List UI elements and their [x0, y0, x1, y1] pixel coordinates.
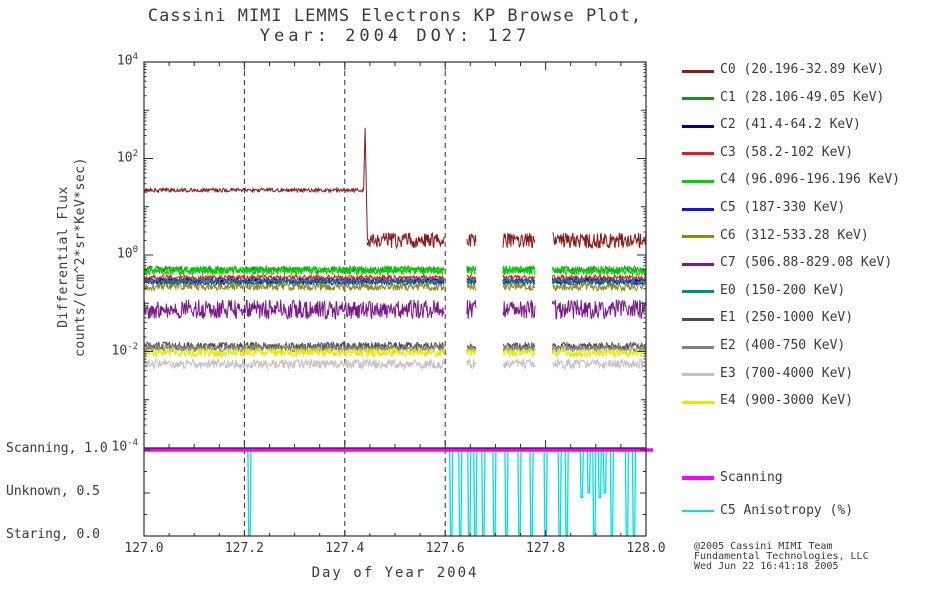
plot-title-line2: Year: 2004 DOY: 127	[259, 26, 531, 46]
mode-panel-border	[143, 447, 647, 537]
legend-label-C5: C5 (187-330 KeV)	[720, 200, 846, 215]
series-line-C6	[502, 282, 536, 292]
legend-swatch-E1	[682, 317, 714, 321]
series-line-C3	[143, 273, 445, 282]
y-tick-label: 10-4	[111, 438, 139, 455]
plot-title-line1: Cassini MIMI LEMMS Electrons KP Browse P…	[147, 6, 643, 26]
series-line-C4	[551, 265, 647, 277]
series-line-E3	[466, 357, 476, 370]
series-line-C4	[143, 264, 445, 277]
series-line-C7	[502, 299, 536, 319]
main-plot-border	[143, 61, 647, 449]
series-line-C4	[502, 264, 536, 276]
legend-swatch-C3	[682, 152, 714, 156]
series-line-E0	[143, 277, 445, 285]
series-line-C6	[466, 282, 477, 292]
series-line-C7	[143, 299, 445, 321]
series-line-C4	[466, 266, 477, 277]
legend-label-E2: E2 (400-750 KeV)	[720, 338, 846, 353]
legend-swatch-E3	[682, 373, 714, 377]
x-tick-label: 127.6	[425, 541, 465, 556]
series-line-C7	[466, 299, 477, 319]
legend-swatch-C4	[682, 179, 714, 183]
series-line-C5	[143, 278, 445, 287]
legend-swatch-anisotropy	[682, 510, 714, 512]
series-line-E4	[551, 347, 647, 359]
mode-tick-label: Unknown, 0.5	[6, 484, 100, 499]
credit-line1: @2005 Cassini MIMI Team	[694, 541, 833, 552]
legend-label-E4: E4 (900-3000 KeV)	[720, 393, 854, 409]
mode-tick-label: Scanning, 1.0	[6, 441, 108, 456]
legend-label-scanning: Scanning	[720, 470, 783, 485]
legend-swatch-E2	[682, 345, 714, 349]
mode-tick-label: Staring, 0.0	[6, 527, 100, 542]
series-line-C0	[466, 233, 477, 247]
series-line-C1	[552, 264, 647, 275]
series-line-E1	[466, 343, 477, 351]
x-tick-label: 127.8	[526, 541, 566, 556]
series-line-C0	[366, 232, 445, 250]
x-axis-label: Day of Year 2004	[311, 565, 479, 581]
legend-label-C4: C4 (96.096-196.196 KeV)	[720, 172, 901, 188]
legend-swatch-scanning	[682, 476, 714, 480]
series-line-E0	[551, 277, 647, 285]
legend-label-C1: C1 (28.106-49.05 KeV)	[720, 89, 885, 105]
series-line-E3	[552, 357, 647, 371]
legend-swatch-E4	[682, 400, 714, 404]
series-line-C3	[466, 274, 477, 281]
legend-swatch-C1	[682, 97, 714, 101]
legend-swatch-C7	[682, 262, 714, 266]
y-tick-label: 104	[116, 52, 138, 69]
series-line-E4	[466, 348, 477, 357]
legend-label-C0: C0 (20.196-32.89 KeV)	[720, 62, 885, 77]
series-line-E3	[502, 358, 536, 370]
legend-swatch-C2	[682, 124, 714, 128]
y-tick-label: 100	[116, 245, 138, 262]
legend-label-E3: E3 (700-4000 KeV)	[720, 365, 854, 381]
x-tick-label: 128.0	[626, 541, 666, 556]
series-line-E0	[502, 277, 536, 285]
series-line-C5	[551, 278, 647, 287]
y-tick-label: 102	[116, 148, 138, 165]
x-tick-label: 127.4	[325, 541, 365, 556]
legend-label-E1: E1 (250-1000 KeV)	[720, 310, 854, 326]
legend-swatch-E0	[682, 290, 714, 294]
legend-label-anisotropy: C5 Anisotropy (%)	[720, 503, 854, 518]
series-line-C0	[502, 232, 536, 249]
x-tick-label: 127.2	[224, 541, 264, 556]
series-line-E3	[143, 357, 445, 371]
series-line-E4	[143, 346, 445, 359]
series-line-E2	[466, 345, 477, 352]
anisotropy-line	[144, 449, 646, 537]
x-tick-label: 127.0	[124, 541, 164, 556]
legend-swatch-C6	[682, 235, 714, 239]
legend-label-C3: C3 (58.2-102 KeV)	[720, 144, 854, 160]
credit-line2: Fundamental Technologies, LLC	[694, 551, 869, 562]
series-line-C7	[551, 299, 647, 320]
series-line-E4	[502, 347, 536, 358]
legend-label-E0: E0 (150-200 KeV)	[720, 282, 846, 298]
y-tick-label: 10-2	[111, 341, 139, 358]
legend-label-C2: C2 (41.4-64.2 KeV)	[720, 117, 861, 133]
series-line-C6	[552, 281, 647, 293]
series-line-E0	[466, 278, 477, 284]
legend-label-C6: C6 (312-533.28 KeV)	[720, 227, 869, 243]
credit-line3: Wed Jun 22 16:41:18 2005	[694, 561, 839, 572]
series-line-C0	[552, 232, 647, 249]
series-line-C3	[502, 273, 535, 282]
legend-label-C7: C7 (506.88-829.08 KeV)	[720, 255, 893, 271]
series-line-E1	[551, 340, 647, 352]
legend-swatch-C0	[682, 69, 714, 73]
series-line-C0	[143, 186, 364, 194]
series-line-C6	[143, 281, 445, 293]
series-spike-C0	[363, 127, 368, 241]
series-line-C5	[502, 278, 536, 287]
legend-swatch-C5	[682, 207, 714, 211]
